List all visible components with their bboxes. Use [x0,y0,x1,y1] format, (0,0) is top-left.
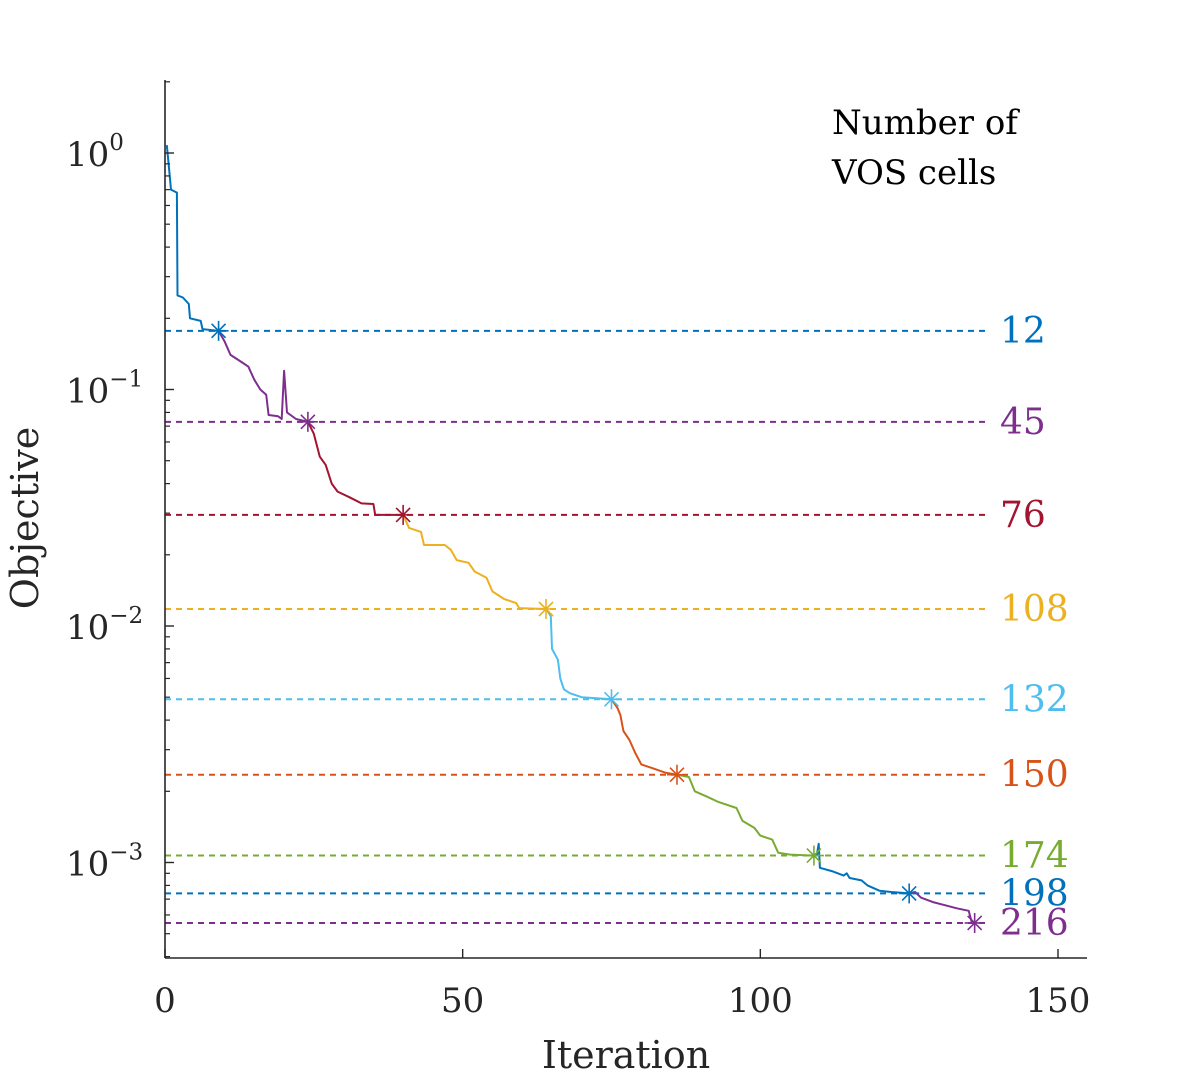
series-line-76 [307,421,404,516]
y-tick-label: 100 [66,130,124,175]
series-line-174 [676,773,814,857]
level-markers [208,320,985,933]
level-label-174: 174 [1000,836,1069,877]
series-line-12 [165,145,219,332]
level-label-12: 12 [1000,311,1046,352]
axes [164,80,1087,959]
legend-title-line-2: VOS cells [831,153,996,193]
level-label-216: 216 [1000,903,1069,944]
marker-198 [899,883,920,904]
level-label-198: 198 [1000,873,1069,914]
marker-150 [666,764,687,785]
tick-marks [164,81,1059,958]
marker-76 [393,504,414,525]
level-label-150: 150 [1000,755,1069,796]
y-tick-label: 10−2 [66,603,143,648]
level-lines [165,329,990,924]
marker-12 [208,320,229,341]
y-tick-label: 10−3 [66,840,143,885]
level-label-108: 108 [1000,589,1069,630]
series-line-150 [610,698,678,776]
marker-216 [964,912,985,933]
x-tick-label: 100 [728,981,793,1021]
legend-title-line-1: Number of [832,103,1020,143]
series-line-132 [545,608,612,701]
marker-174 [803,845,824,866]
level-label-132: 132 [1000,679,1069,720]
series-line-45 [217,330,309,423]
series-line-216 [908,891,975,924]
marker-108 [536,598,557,619]
marker-132 [601,689,622,710]
marker-45 [297,411,318,432]
level-label-76: 76 [1000,495,1046,536]
tick-labels: 0 50 100 150 100 10−1 10−2 10−3 [66,130,1090,1021]
y-axis-label: Objective [3,427,47,609]
series-line-108 [402,514,547,610]
series-line-198 [813,842,910,895]
x-tick-label: 50 [441,981,484,1021]
x-axis-label: Iteration [542,1033,710,1077]
level-label-45: 45 [1000,402,1046,443]
series-lines [165,145,975,924]
x-tick-label: 150 [1026,981,1091,1021]
y-tick-label: 10−1 [66,367,143,412]
x-tick-label: 0 [154,981,176,1021]
